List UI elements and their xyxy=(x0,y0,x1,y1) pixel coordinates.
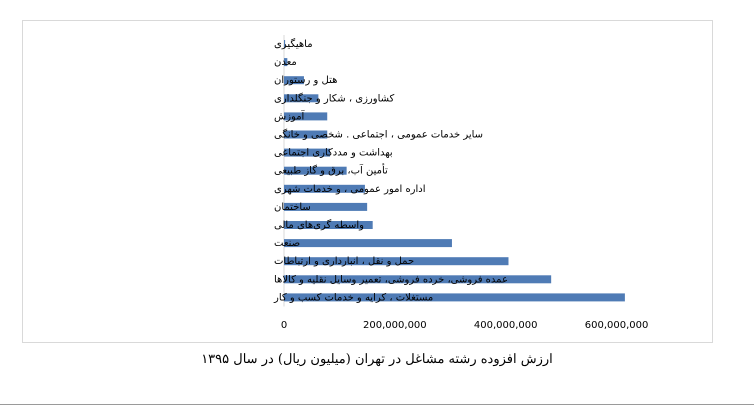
bar xyxy=(284,221,373,229)
x-tick-label: 0 xyxy=(281,320,287,331)
bar-chart: ماهیگیری معدن هتل و رستوران کشاورزی ، شکار … xyxy=(273,34,649,331)
category-label: سایر خدمات عمومی ، اجتماعی . شخصی و خانگ… xyxy=(274,129,483,141)
bar xyxy=(284,40,286,48)
page-divider xyxy=(0,404,754,405)
category-label: هتل و رستوران xyxy=(274,75,337,86)
x-tick-label: 400,000,000 xyxy=(474,320,538,331)
category-label: بهداشت و مددکاری اجتماعی xyxy=(274,148,393,159)
category-label: واسطه گری‌های مالی xyxy=(274,219,364,231)
chart-area: ماهیگیری معدن هتل و رستوران کشاورزی ، شکار … xyxy=(22,20,713,343)
bar xyxy=(284,76,304,85)
bar xyxy=(284,239,452,248)
category-label: ساختمان xyxy=(274,202,311,213)
bar xyxy=(284,94,319,103)
bar xyxy=(284,112,328,121)
bar xyxy=(284,148,331,157)
bar xyxy=(284,58,288,67)
bar xyxy=(284,257,509,266)
bar xyxy=(284,166,347,175)
bar xyxy=(284,184,365,193)
category-label: صنعت xyxy=(274,238,300,249)
category-label: آموزش xyxy=(274,109,306,122)
category-label: اداره امور عمومی ، و خدمات شهری xyxy=(274,184,426,195)
category-label: کشاورزی ، شکار و جنگلداری xyxy=(274,92,395,104)
bar xyxy=(284,202,368,211)
category-label: مستغلات ، کرایه و خدمات کسب و کار xyxy=(273,292,433,303)
category-label: حمل و نقل ، انبارداری و ارتباطات xyxy=(274,256,414,267)
category-label: تأمین آب، برق و گاز طبیعی xyxy=(274,163,388,177)
bar xyxy=(284,130,328,139)
category-label: عمده فروشی، خرده فروشی، تعمیر وسایل نقلی… xyxy=(274,274,508,285)
x-tick-label: 200,000,000 xyxy=(363,320,427,331)
x-tick-label: 600,000,000 xyxy=(585,320,649,331)
category-label: ماهیگیری xyxy=(274,38,313,50)
category-label: معدن xyxy=(274,57,297,68)
bar xyxy=(284,293,625,302)
bar xyxy=(284,275,552,284)
chart-caption: ارزش افزوده رشته مشاغل در تهران (میلیون … xyxy=(201,352,553,367)
